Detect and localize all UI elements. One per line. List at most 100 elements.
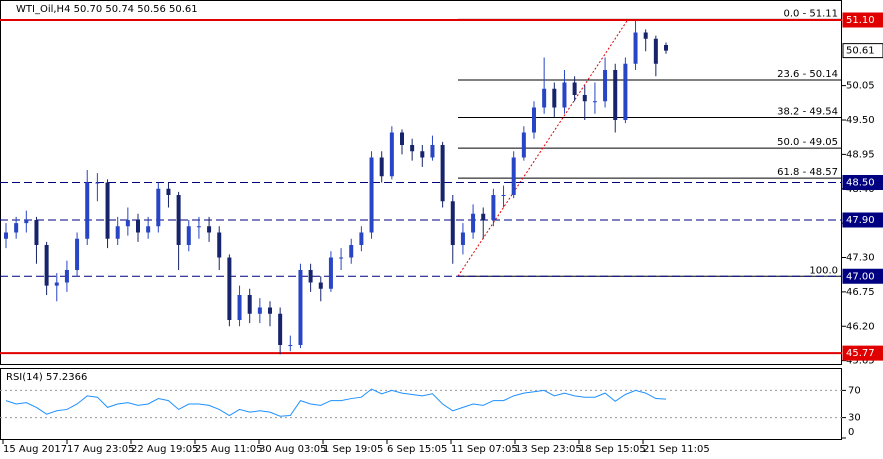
candle-body [410, 145, 415, 152]
candle-body [471, 213, 476, 233]
candle-body [562, 82, 567, 108]
candle-body [664, 45, 668, 51]
fib-label: 23.6 - 50.14 [777, 69, 838, 80]
candle-body [75, 238, 80, 270]
level-box [842, 12, 883, 28]
candle-body [308, 270, 313, 283]
candle-body [623, 63, 628, 120]
candle-body [227, 257, 232, 320]
fib-label: 100.0 [809, 265, 838, 276]
candle-body [237, 295, 242, 320]
chart-title: WTI_Oil,H4 50.70 50.74 50.56 50.61 [16, 4, 198, 15]
x-tick-label: 6 Sep 15:05 [387, 444, 447, 455]
candle-body [613, 70, 618, 120]
candle-body [603, 70, 608, 102]
candle-body [207, 226, 212, 233]
candle-body [440, 145, 445, 202]
candle-body [328, 257, 333, 289]
candle-body [54, 282, 59, 286]
candle-body [511, 157, 516, 195]
candle-body [14, 223, 19, 233]
candle-body [400, 132, 404, 145]
candle-body [318, 282, 323, 289]
fib-label: 50.0 - 49.05 [777, 137, 838, 148]
level-box [842, 212, 883, 228]
rsi-tick-label: 0 [848, 427, 854, 438]
candle-body [501, 195, 506, 196]
candle-body [552, 88, 557, 108]
level-label: 51.10 [846, 15, 875, 26]
fib-label: 0.0 - 51.11 [784, 8, 839, 19]
rsi-pane [0, 368, 842, 440]
candle-body [379, 157, 384, 177]
x-tick-label: 13 Sep 23:05 [515, 444, 582, 455]
x-tick-label: 22 Aug 19:05 [131, 444, 198, 455]
y-tick-label: 47.30 [846, 253, 875, 264]
candle-body [146, 226, 151, 233]
candle-body [481, 213, 486, 220]
y-tick-label: 46.20 [846, 321, 875, 332]
rsi-title: RSI(14) 57.2366 [6, 372, 87, 383]
fib-label: 38.2 - 49.54 [777, 107, 838, 118]
candle-body [4, 232, 8, 239]
rsi-line [5, 388, 667, 417]
candle-body [105, 182, 110, 239]
candle-body [592, 101, 597, 103]
level-box [842, 175, 883, 190]
candle-body [136, 220, 140, 233]
fib-label: 61.8 - 48.57 [777, 167, 838, 178]
level-box [842, 268, 883, 284]
candle-body [196, 226, 201, 228]
candle-body [542, 88, 547, 108]
candle-body [64, 270, 69, 283]
candle-body [532, 107, 536, 133]
y-tick-label: 50.05 [846, 81, 875, 92]
candle-body [115, 226, 120, 239]
level-box [842, 345, 883, 361]
y-tick-label: 46.75 [846, 287, 875, 298]
rsi-tick-label: 70 [848, 385, 861, 396]
fib-trend [457, 19, 629, 277]
candle-body [156, 188, 161, 227]
y-tick-label: 48.95 [846, 149, 875, 160]
candle-body [359, 232, 364, 245]
level-label: 45.77 [846, 348, 875, 359]
candle-body [288, 345, 293, 346]
candle-body [349, 245, 354, 258]
x-tick-label: 17 Aug 23:05 [67, 444, 134, 455]
level-label: 47.90 [846, 215, 875, 226]
level-box [842, 43, 883, 59]
candle-body [24, 220, 29, 224]
x-tick-label: 21 Sep 11:05 [643, 444, 710, 455]
candle-body [186, 226, 191, 245]
candle-body [643, 32, 648, 39]
candle-body [217, 232, 222, 258]
y-tick-label: 45.65 [846, 356, 875, 367]
candle-body [450, 201, 455, 245]
candle-body [268, 307, 272, 314]
candle-body [653, 38, 658, 64]
x-tick-label: 15 Aug 2017 [3, 444, 67, 455]
candle-body [125, 220, 130, 227]
level-label: 47.00 [846, 271, 875, 282]
level-label: 48.50 [846, 178, 875, 189]
x-tick-label: 30 Aug 03:05 [259, 444, 326, 455]
level-label: 50.61 [846, 46, 875, 57]
candle-body [389, 132, 394, 177]
candle-body [85, 182, 90, 239]
candle-body [95, 182, 100, 184]
candle-body [430, 145, 435, 158]
candle-body [582, 95, 587, 102]
candle-body [572, 82, 577, 95]
candle-body [298, 270, 303, 345]
candle-body [339, 257, 344, 259]
candle-body [247, 295, 252, 314]
candle-body [44, 245, 49, 286]
candle-body [521, 132, 526, 158]
candle-body [176, 195, 181, 245]
candle-body [369, 157, 374, 233]
x-tick-label: 18 Sep 15:05 [579, 444, 646, 455]
candle-body [460, 232, 465, 245]
